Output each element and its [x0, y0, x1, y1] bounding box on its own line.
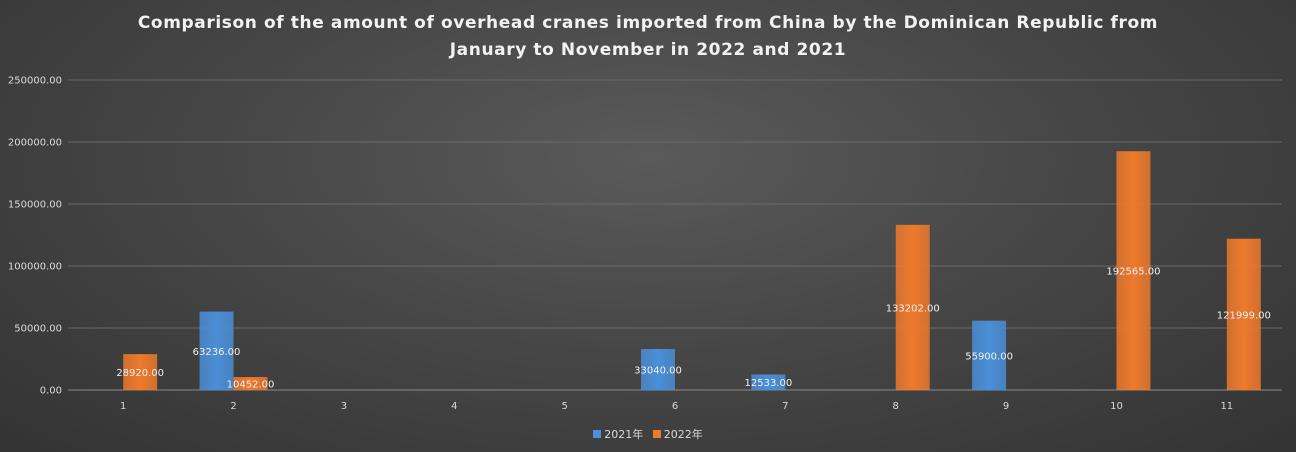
x-tick-label: 4	[451, 401, 457, 412]
data-label: 121999.00	[1217, 310, 1271, 321]
bar-2021	[751, 374, 786, 390]
x-tick-label: 11	[1220, 401, 1233, 412]
x-tick-label: 7	[782, 401, 788, 412]
bar-2022	[1226, 238, 1261, 390]
data-label: 12533.00	[745, 378, 793, 389]
legend-item-2022: 2022年	[652, 426, 703, 442]
x-tick-label: 1	[120, 401, 126, 412]
chart-title-line-2: January to November in 2022 and 2021	[449, 40, 847, 60]
data-label: 28920.00	[116, 368, 164, 379]
x-tick-label: 5	[561, 401, 567, 412]
x-tick-label: 6	[672, 401, 678, 412]
data-label: 33040.00	[634, 366, 682, 377]
chart-legend: 2021年 2022年	[0, 426, 1296, 442]
legend-label-2021: 2021年	[604, 428, 644, 441]
chart-title: Comparison of the amount of overhead cra…	[0, 10, 1296, 64]
data-label: 133202.00	[886, 303, 940, 314]
legend-swatch-2021	[593, 430, 602, 438]
y-tick-label: 100000.00	[8, 262, 62, 273]
x-tick-label: 3	[341, 401, 347, 412]
legend-label-2022: 2022年	[663, 428, 703, 441]
data-label: 10452.00	[227, 380, 275, 391]
data-label: 55900.00	[965, 351, 1013, 362]
chart-title-line-1: Comparison of the amount of overhead cra…	[137, 13, 1159, 33]
x-tick-label: 10	[1110, 401, 1123, 412]
legend-item-2021: 2021年	[593, 426, 643, 442]
bar-2022	[895, 224, 930, 390]
bar-2021	[972, 320, 1007, 390]
bar-2021	[641, 349, 675, 390]
y-tick-label: 200000.00	[8, 138, 62, 149]
bar-2021	[199, 311, 234, 390]
y-tick-label: 0.00	[40, 386, 62, 397]
y-tick-label: 50000.00	[14, 324, 62, 335]
data-label: 192565.00	[1106, 267, 1160, 278]
data-label: 63236.00	[193, 347, 241, 358]
y-tick-label: 150000.00	[8, 200, 62, 211]
bar-2022	[233, 377, 268, 390]
x-tick-label: 8	[893, 401, 899, 412]
y-tick-label: 250000.00	[8, 76, 62, 87]
x-tick-label: 9	[1003, 401, 1009, 412]
legend-swatch-2022	[652, 430, 661, 438]
bar-2022	[123, 354, 158, 390]
bar-2022	[1116, 151, 1151, 390]
x-tick-label: 2	[230, 401, 236, 412]
